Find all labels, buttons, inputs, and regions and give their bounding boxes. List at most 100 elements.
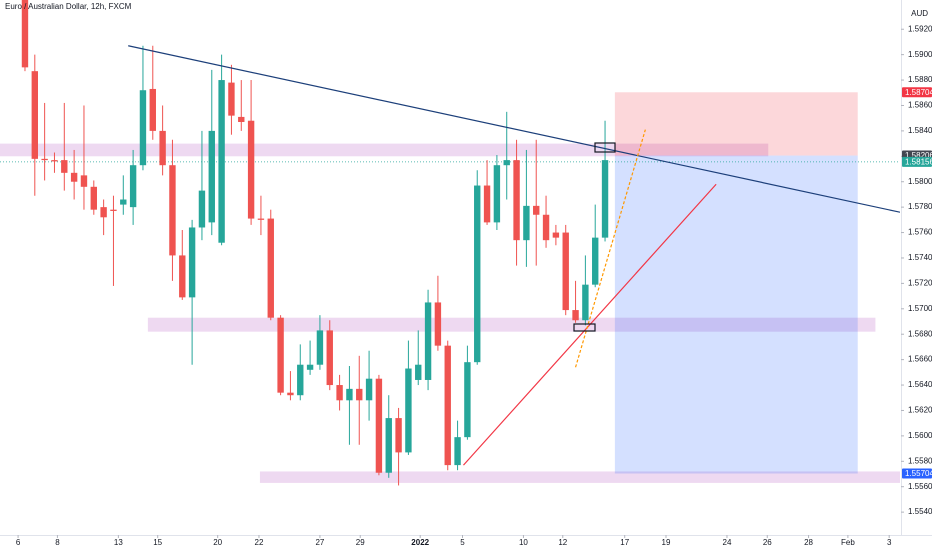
candle-body bbox=[110, 209, 117, 211]
trendline bbox=[574, 129, 646, 368]
x-tick-label: 19 bbox=[662, 538, 671, 547]
y-tick-label: 1.58600 bbox=[908, 101, 932, 110]
zone bbox=[0, 143, 769, 157]
candle-body bbox=[483, 185, 491, 223]
candle-body bbox=[31, 71, 38, 159]
stop-zone bbox=[614, 92, 858, 156]
y-tick-label: 1.55800 bbox=[908, 456, 932, 465]
candle-body bbox=[277, 317, 284, 393]
candle-body bbox=[287, 392, 294, 396]
candle-body bbox=[474, 185, 481, 363]
x-tick-label: 8 bbox=[55, 538, 60, 547]
candle-body bbox=[415, 364, 422, 380]
candle-body bbox=[149, 88, 156, 131]
y-tick-label: 1.59200 bbox=[908, 24, 932, 33]
candle-body bbox=[41, 158, 48, 161]
candle-body bbox=[120, 199, 127, 205]
candle-body bbox=[385, 418, 392, 473]
candle-body bbox=[169, 165, 176, 256]
candle-body bbox=[464, 362, 471, 438]
candle-body bbox=[395, 418, 402, 453]
price-label: 1.58704 bbox=[905, 88, 932, 97]
candle-body bbox=[513, 160, 520, 241]
candle-body bbox=[139, 90, 147, 166]
x-tick-label: 26 bbox=[763, 538, 772, 547]
y-tick-label: 1.57200 bbox=[908, 278, 932, 287]
candle-body bbox=[90, 186, 97, 210]
x-tick-label: 20 bbox=[213, 538, 222, 547]
candle-body bbox=[375, 378, 383, 473]
highlight-box bbox=[594, 142, 616, 153]
highlight-box bbox=[573, 323, 596, 332]
candle-body bbox=[228, 82, 235, 116]
candle-body bbox=[533, 205, 540, 215]
candle-body bbox=[238, 116, 245, 122]
y-tick-label: 1.56400 bbox=[908, 380, 932, 389]
candle-body bbox=[51, 160, 58, 162]
y-tick-label: 1.57400 bbox=[908, 253, 932, 262]
x-tick-label: Feb bbox=[841, 538, 855, 547]
x-tick-label: 12 bbox=[558, 538, 567, 547]
y-tick-label: 1.59000 bbox=[908, 50, 932, 59]
y-tick-label: 1.56000 bbox=[908, 431, 932, 440]
candle-body bbox=[218, 80, 225, 243]
price-label-bg bbox=[902, 156, 932, 167]
y-tick-label: 1.58800 bbox=[908, 75, 932, 84]
y-tick-label: 1.58400 bbox=[908, 126, 932, 135]
y-tick-label: 1.55600 bbox=[908, 482, 932, 491]
candle-body bbox=[552, 232, 560, 238]
candle-body bbox=[582, 284, 589, 321]
target-zone bbox=[614, 155, 858, 474]
zone bbox=[259, 471, 900, 483]
price-label-bg bbox=[902, 468, 932, 479]
price-label: 1.55704 bbox=[905, 469, 932, 478]
x-tick-label: 22 bbox=[255, 538, 264, 547]
candle-body bbox=[80, 175, 88, 187]
candle-body bbox=[523, 205, 530, 241]
trendline bbox=[128, 45, 900, 213]
candle-body bbox=[179, 255, 186, 298]
candle-body bbox=[454, 437, 461, 466]
y-tick-label: 1.56200 bbox=[908, 406, 932, 415]
price-label: 1.58156 bbox=[905, 158, 932, 167]
candle-body bbox=[70, 172, 78, 182]
y-tick-label: 1.57800 bbox=[908, 202, 932, 211]
candle-body bbox=[503, 160, 510, 166]
x-tick-label: 3 bbox=[887, 538, 892, 547]
x-tick-label: 24 bbox=[723, 538, 732, 547]
candle-body bbox=[346, 388, 353, 401]
candle-body bbox=[365, 378, 373, 401]
x-tick-label: 10 bbox=[519, 538, 528, 547]
x-tick-label: 5 bbox=[460, 538, 465, 547]
x-tick-label: 6 bbox=[16, 538, 21, 547]
x-tick-label: 29 bbox=[356, 538, 365, 547]
candle-body bbox=[257, 218, 265, 220]
candle-body bbox=[562, 232, 569, 311]
candle-body bbox=[188, 227, 196, 298]
candle-body bbox=[316, 330, 324, 365]
x-tick-label: 27 bbox=[315, 538, 324, 547]
candle-body bbox=[336, 385, 343, 401]
candle-body bbox=[297, 364, 304, 396]
candle-body bbox=[572, 310, 579, 321]
plot-area bbox=[0, 0, 900, 486]
candle-body bbox=[129, 165, 137, 208]
candle-body bbox=[326, 330, 333, 386]
candle-body bbox=[100, 207, 107, 218]
candle-body bbox=[61, 160, 68, 173]
candle-body bbox=[434, 302, 442, 346]
x-tick-label: 2022 bbox=[411, 538, 429, 547]
candle-body bbox=[198, 190, 206, 228]
x-tick-label: 17 bbox=[620, 538, 629, 547]
currency-label: AUD bbox=[911, 9, 928, 18]
candle-body bbox=[247, 120, 255, 219]
candle-body bbox=[542, 214, 550, 241]
x-tick-label: 15 bbox=[153, 538, 162, 547]
y-tick-label: 1.55400 bbox=[908, 507, 932, 516]
candle-body bbox=[444, 345, 451, 466]
price-label-bg bbox=[902, 87, 932, 98]
y-tick-label: 1.57600 bbox=[908, 228, 932, 237]
candle-body bbox=[267, 218, 274, 318]
price-label: 1.58206 bbox=[905, 151, 932, 160]
